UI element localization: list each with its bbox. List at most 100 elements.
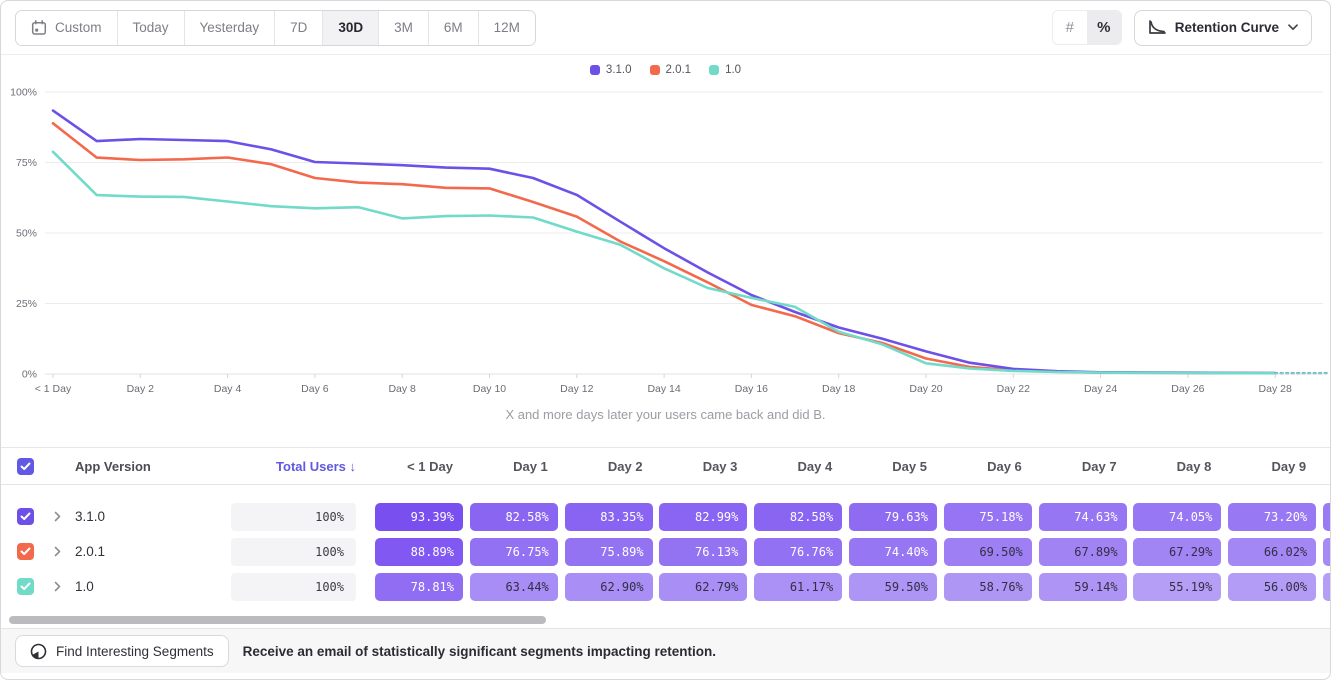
horizontal-scrollbar <box>1 616 1330 624</box>
svg-text:Day 14: Day 14 <box>647 383 680 395</box>
range-label: 30D <box>338 20 364 35</box>
range-custom[interactable]: Custom <box>16 10 117 45</box>
table-cell-pill[interactable]: 59.14% <box>1038 572 1127 601</box>
table-cell-pill[interactable]: 88.89% <box>375 537 463 566</box>
svg-text:100%: 100% <box>10 87 37 99</box>
svg-text:Day 28: Day 28 <box>1259 383 1292 395</box>
table-cell-pill-partial[interactable] <box>1322 502 1330 531</box>
segments-icon <box>30 643 47 660</box>
table-cell-pill[interactable]: 82.99% <box>659 502 748 531</box>
table-cell-pill[interactable]: 62.90% <box>564 572 653 601</box>
table-cell-pill[interactable]: 73.20% <box>1228 502 1317 531</box>
table-cell-pill[interactable]: 78.81% <box>375 572 463 601</box>
row-checkbox-3.1.0[interactable] <box>17 508 34 525</box>
range-yesterday[interactable]: Yesterday <box>183 10 275 45</box>
svg-text:Day 2: Day 2 <box>127 383 155 395</box>
table-cell-pill[interactable]: 76.76% <box>754 537 843 566</box>
table-cell-pill[interactable]: 74.63% <box>1038 502 1127 531</box>
range-label: 7D <box>290 20 308 35</box>
table-cell-pill[interactable]: 62.79% <box>659 572 748 601</box>
row-values: 93.39% 82.58% 83.35% 82.99% 82.58% 79.63% 75.1… <box>375 502 1330 531</box>
range-7d[interactable]: 7D <box>274 10 323 45</box>
table-cell-pill[interactable]: 69.50% <box>943 537 1032 566</box>
svg-text:Day 24: Day 24 <box>1084 383 1117 395</box>
find-interesting-segments-button[interactable]: Find Interesting Segments <box>15 635 229 667</box>
row-label: 3.1.0 <box>75 509 106 524</box>
chart-type-dropdown[interactable]: Retention Curve <box>1133 9 1312 46</box>
table-cell-pill[interactable]: 75.89% <box>564 537 653 566</box>
table-cell-pill[interactable]: 82.58% <box>754 502 843 531</box>
percent-format-button[interactable]: % <box>1086 11 1121 44</box>
table-cell-pill[interactable]: 82.58% <box>469 502 558 531</box>
expand-row-icon[interactable] <box>54 581 61 592</box>
chart-legend: 3.1.0 2.0.1 1.0 <box>1 64 1330 76</box>
table-cell-pill[interactable]: 93.39% <box>375 502 463 531</box>
range-6m[interactable]: 6M <box>427 10 478 45</box>
table-cell-pill[interactable]: 79.63% <box>848 502 937 531</box>
column-header-day-1: Day 1 <box>513 458 548 474</box>
table-cell-pill-partial[interactable] <box>1322 572 1330 601</box>
range-label: 6M <box>443 20 463 35</box>
table-cell-pill[interactable]: 66.02% <box>1228 537 1317 566</box>
select-all-checkbox[interactable] <box>17 457 34 475</box>
table-cell-pill[interactable]: 76.75% <box>469 537 558 566</box>
table-cell-pill[interactable]: 63.44% <box>469 572 558 601</box>
legend-swatch-icon <box>649 65 660 75</box>
absolute-format-button[interactable]: # <box>1052 11 1087 44</box>
column-header-day-2: Day 2 <box>607 458 643 474</box>
range-label: Custom <box>55 20 102 35</box>
calendar-icon <box>31 19 47 36</box>
range-label: Yesterday <box>199 20 260 35</box>
table-cell-pill-partial[interactable] <box>1322 537 1330 566</box>
row-values: 78.81% 63.44% 62.90% 62.79% 61.17% 59.50% 58.7… <box>375 572 1330 601</box>
expand-row-icon[interactable] <box>54 546 61 557</box>
svg-text:Day 26: Day 26 <box>1171 383 1204 395</box>
sort-descending-icon: ↓ <box>349 458 357 474</box>
date-range-group: Custom Today Yesterday 7D 30D 3M 6M 12M <box>15 9 536 46</box>
legend-item-1.0[interactable]: 1.0 <box>709 64 741 76</box>
range-12m[interactable]: 12M <box>477 10 535 45</box>
table-cell-pill[interactable]: 55.19% <box>1133 572 1222 601</box>
range-30d[interactable]: 30D <box>322 10 379 45</box>
table-cell-pill[interactable]: 67.89% <box>1038 537 1127 566</box>
retention-line-chart: 100% 75% 50% 25% 0% < 1 Day Day 2 Day 4 Day 6 Day… <box>10 87 1328 395</box>
row-checkbox-1.0[interactable] <box>17 578 34 595</box>
legend-item-2.0.1[interactable]: 2.0.1 <box>649 64 691 76</box>
toolbar: Custom Today Yesterday 7D 30D 3M 6M 12M # % Ret… <box>1 1 1330 55</box>
range-label: 12M <box>493 20 520 35</box>
table-cell-pill[interactable]: 74.40% <box>848 537 937 566</box>
table-cell-pill[interactable]: 61.17% <box>754 572 843 601</box>
total-users-cell: 100% <box>231 537 356 566</box>
range-label: Today <box>132 20 169 35</box>
table-body: 3.1.0 100% 93.39% 82.58% 83.35% 82.99% 82.58% 7… <box>1 485 1330 604</box>
table-cell-pill[interactable]: 67.29% <box>1133 537 1222 566</box>
chart-type-label: Retention Curve <box>1174 20 1279 35</box>
table-cell-pill[interactable]: 56.00% <box>1228 572 1317 601</box>
table-cell-pill[interactable]: 76.13% <box>659 537 748 566</box>
legend-item-3.1.0[interactable]: 3.1.0 <box>589 64 632 76</box>
table-header-row: App Version Total Users ↓ < 1 Day Day 1 Da… <box>1 448 1330 485</box>
table-cell-pill[interactable]: 58.76% <box>943 572 1032 601</box>
range-today[interactable]: Today <box>116 10 184 45</box>
table-cell-pill[interactable]: 75.18% <box>943 502 1032 531</box>
table-cell-pill[interactable]: 83.35% <box>564 502 653 531</box>
svg-text:Day 8: Day 8 <box>388 383 416 395</box>
svg-text:25%: 25% <box>16 298 37 310</box>
svg-text:0%: 0% <box>22 369 37 381</box>
table-cell-pill[interactable]: 59.50% <box>848 572 937 601</box>
row-checkbox-2.0.1[interactable] <box>17 543 34 560</box>
value-format-toggle: # % <box>1051 10 1122 45</box>
legend-swatch-icon <box>709 65 720 75</box>
svg-text:Day 20: Day 20 <box>909 383 942 395</box>
svg-text:Day 16: Day 16 <box>735 383 768 395</box>
column-header-total-users[interactable]: Total Users ↓ <box>276 458 357 474</box>
column-header-1-day: < 1 Day <box>407 458 453 474</box>
column-header-day-3: Day 3 <box>702 458 738 474</box>
svg-text:Day 10: Day 10 <box>473 383 506 395</box>
horizontal-scrollbar-thumb[interactable] <box>9 616 546 624</box>
table-cell-pill[interactable]: 74.05% <box>1133 502 1222 531</box>
table-row-3.1.0: 3.1.0 100% 93.39% 82.58% 83.35% 82.99% 82.58% 7… <box>1 499 1330 534</box>
expand-row-icon[interactable] <box>54 511 61 522</box>
range-3m[interactable]: 3M <box>378 10 428 45</box>
